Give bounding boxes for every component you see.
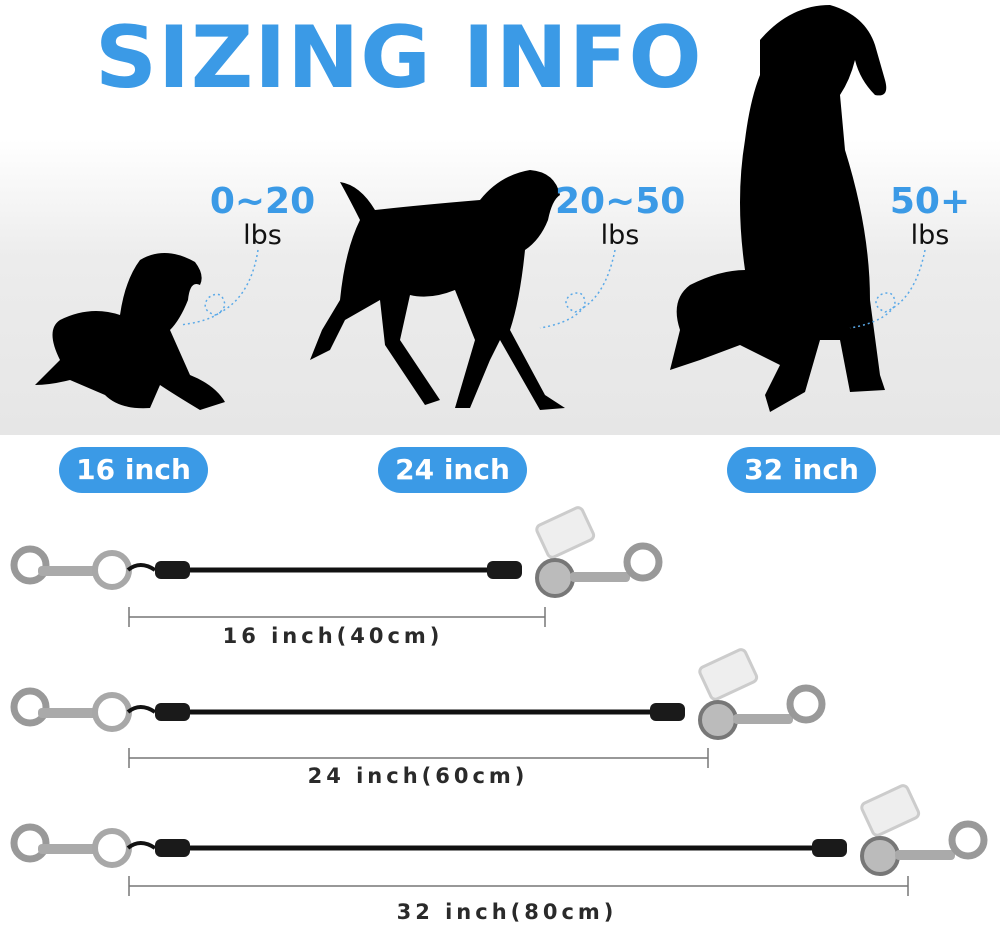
snap-hook-body (38, 844, 98, 854)
weight-label-medium: 20~50 lbs (555, 181, 686, 251)
snap-hook-icon (623, 542, 663, 582)
snap-hook-icon (10, 545, 50, 585)
crimp-sleeve (155, 561, 190, 579)
swivel-ring-icon (535, 558, 575, 598)
cable-loop (126, 841, 157, 850)
large-dog-silhouette (670, 5, 887, 412)
cable-loop (126, 563, 157, 572)
crimp-sleeve (487, 561, 522, 579)
connector-line-medium (539, 249, 616, 329)
size-badge-16: 16 inch (59, 447, 208, 493)
seat-belt-buckle-icon (698, 648, 759, 701)
seat-belt-buckle-icon (535, 506, 596, 559)
snap-hook-icon (10, 687, 50, 727)
snap-hook-body (570, 572, 630, 582)
snap-hook-body (895, 850, 955, 860)
weight-value: 50+ (889, 181, 971, 222)
weight-label-small: 0~20 lbs (205, 181, 320, 251)
crimp-sleeve (812, 839, 847, 857)
snap-hook-icon (786, 684, 826, 724)
snap-hook-icon (10, 823, 50, 863)
small-dog-silhouette (35, 252, 225, 410)
crimp-sleeve (155, 839, 190, 857)
swivel-ring-icon (92, 550, 132, 590)
swivel-ring-icon (92, 692, 132, 732)
cable-loop (126, 705, 157, 714)
weight-unit: lbs (243, 220, 282, 251)
weight-unit: lbs (600, 220, 640, 251)
seat-belt-buckle-icon (860, 784, 921, 837)
leash-length-label-24: 24 inch(60cm) (307, 764, 529, 788)
page-title: SIZING INFO (95, 8, 703, 108)
weight-value: 0~20 (209, 181, 316, 222)
crimp-sleeve (650, 703, 685, 721)
size-badge-32: 32 inch (727, 447, 876, 493)
swivel-ring-icon (860, 836, 900, 876)
swivel-ring-icon (92, 828, 132, 868)
medium-dog-silhouette (310, 170, 565, 410)
snap-hook-body (38, 566, 98, 576)
swivel-ring-icon (698, 700, 738, 740)
snap-hook-icon (948, 820, 988, 860)
weight-unit: lbs (910, 220, 950, 251)
weight-label-large: 50+ lbs (880, 181, 980, 251)
crimp-sleeve (155, 703, 190, 721)
leash-length-label-32: 32 inch(80cm) (396, 900, 618, 924)
snap-hook-body (38, 708, 98, 718)
snap-hook-body (733, 714, 793, 724)
weight-value: 20~50 (555, 181, 686, 222)
connector-line-small (179, 249, 259, 326)
size-badge-24: 24 inch (378, 447, 527, 493)
leash-length-label-16: 16 inch(40cm) (222, 624, 444, 648)
